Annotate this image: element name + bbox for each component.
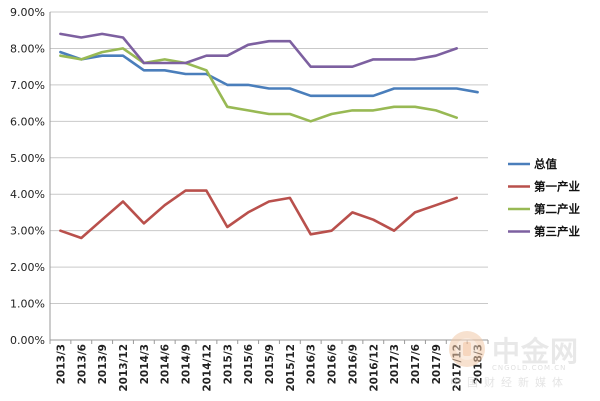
x-tick-label: 2017/6 [410,344,422,384]
series-2 [59,47,459,123]
series-0 [59,50,479,98]
x-tick-label: 2015/3 [222,344,234,384]
x-tick-label: 2013/6 [76,344,88,384]
x-tick-label: 2014/3 [139,344,151,384]
watermark: 中金网 CNGOLD.COM.CN 中国财经新媒体 [440,326,600,396]
x-tick-label: 2013/9 [97,344,109,384]
axes [49,12,489,344]
legend-label: 第一产业 [534,180,580,194]
series-line [59,189,459,240]
x-tick-label: 2015/9 [264,344,276,384]
x-tick-label: 2015/12 [285,344,297,392]
x-tick-label: 2016/9 [347,344,359,384]
watermark-brand: 中金网 [492,335,580,368]
y-axis-tick-labels: 0.00% 1.00% 2.00% 3.00% 4.00% 5.00% 6.00% 7.00%… [10,6,45,347]
cngold-logo-icon [449,331,485,367]
x-tick-label: 2016/6 [327,344,339,384]
y-tick-label: 8.00% [10,42,45,55]
y-tick-label: 3.00% [10,225,45,238]
series-1 [59,189,459,240]
series-line [59,47,459,123]
y-tick-label: 2.00% [10,261,45,274]
y-tick-label: 7.00% [10,79,45,92]
legend-label: 第三产业 [534,225,580,239]
y-tick-label: 5.00% [10,152,45,165]
series-line [59,50,479,98]
watermark-domain: CNGOLD.COM.CN [492,364,567,372]
y-tick-label: 4.00% [10,188,45,201]
y-tick-label: 6.00% [10,115,45,128]
y-tick-label: 1.00% [10,298,45,311]
legend-label: 第二产业 [534,202,580,216]
x-tick-label: 2017/3 [389,344,401,384]
x-axis-tick-labels: 2013/3 2013/6 2013/9 2013/12 2014/3 2014/6 201… [55,344,484,392]
x-tick-label: 2016/3 [306,344,318,384]
x-tick-label: 2015/6 [243,344,255,384]
x-tick-label: 2014/9 [181,344,193,384]
series-line [59,32,459,68]
x-tick-label: 2014/12 [201,344,213,392]
x-tick-label: 2013/12 [118,344,130,392]
y-tick-label: 9.00% [10,6,45,19]
x-tick-label: 2014/6 [160,344,172,384]
watermark-tagline: 中国财经新媒体 [450,376,569,389]
legend-label: 总值 [534,157,557,171]
series-3 [59,32,459,68]
x-tick-label: 2017/9 [431,344,443,384]
x-tick-label: 2013/3 [55,344,67,384]
x-tick-label: 2016/12 [368,344,380,392]
y-tick-label: 0.00% [10,334,45,347]
series-lines [59,32,479,240]
